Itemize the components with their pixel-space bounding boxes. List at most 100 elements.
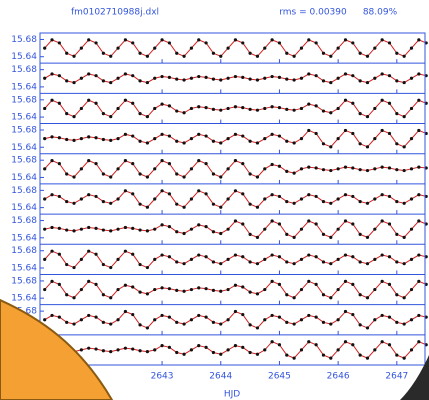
data-point [344, 280, 347, 283]
data-point [278, 134, 281, 137]
data-point [226, 348, 229, 351]
data-point [50, 193, 53, 196]
data-point [43, 228, 46, 231]
data-point [256, 55, 259, 58]
data-point [271, 193, 274, 196]
data-point [80, 258, 83, 261]
data-point [322, 233, 325, 236]
data-point [175, 172, 178, 175]
data-point [234, 253, 237, 256]
data-point [160, 133, 163, 136]
data-point [388, 255, 391, 258]
data-point [403, 236, 406, 239]
data-point [366, 81, 369, 84]
x-tick-label: 2645 [268, 372, 291, 382]
data-point [256, 292, 259, 295]
data-point [263, 107, 266, 110]
data-point [116, 77, 119, 80]
data-point [307, 193, 310, 196]
data-point [80, 197, 83, 200]
data-point [366, 262, 369, 265]
data-point [388, 316, 391, 319]
data-point [182, 232, 185, 235]
data-point [212, 172, 215, 175]
data-point [65, 263, 68, 266]
data-point [410, 288, 413, 291]
data-point [366, 326, 369, 329]
data-point [87, 38, 90, 41]
data-point [80, 107, 83, 110]
data-point [315, 41, 318, 44]
data-point [197, 159, 200, 162]
data-point [359, 168, 362, 171]
data-point [381, 314, 384, 317]
data-point [315, 166, 318, 169]
data-point [182, 322, 185, 325]
data-point [256, 353, 259, 356]
data-point [43, 258, 46, 261]
data-point [322, 200, 325, 203]
data-point [160, 189, 163, 192]
data-point [373, 107, 376, 110]
data-point [329, 81, 332, 84]
data-point [315, 132, 318, 135]
data-point [337, 167, 340, 170]
data-point [65, 52, 68, 55]
data-point [102, 172, 105, 175]
data-point [403, 296, 406, 299]
data-point [278, 76, 281, 79]
data-point [373, 228, 376, 231]
data-point [94, 162, 97, 165]
data-point [241, 313, 244, 316]
data-point [58, 102, 61, 105]
data-point [131, 227, 134, 230]
data-point [300, 288, 303, 291]
y-tick-label: 15.68 [11, 156, 37, 166]
data-point [278, 165, 281, 168]
data-point [160, 223, 163, 226]
data-point [366, 145, 369, 148]
data-point [307, 103, 310, 106]
data-point [395, 112, 398, 115]
data-point [219, 109, 222, 112]
data-point [116, 46, 119, 49]
data-point [87, 226, 90, 229]
data-point [87, 250, 90, 253]
data-point [388, 41, 391, 44]
data-point [109, 55, 112, 58]
data-point [197, 314, 200, 317]
data-point [160, 75, 163, 78]
data-point [72, 115, 75, 118]
data-point [160, 159, 163, 162]
data-point [226, 318, 229, 321]
y-tick-label: 15.68 [11, 35, 37, 45]
data-point [366, 169, 369, 172]
data-point [293, 55, 296, 58]
x-axis-label: HJD [224, 390, 240, 400]
data-point [285, 78, 288, 81]
data-point [249, 140, 252, 143]
data-point [249, 203, 252, 206]
data-point [146, 292, 149, 295]
data-point [249, 323, 252, 326]
y-tick-label: 15.64 [11, 233, 37, 243]
data-point [72, 55, 75, 58]
data-point [285, 260, 288, 263]
data-point [124, 226, 127, 229]
data-point [124, 189, 127, 192]
data-point [263, 137, 266, 140]
data-point [300, 318, 303, 321]
data-point [168, 346, 171, 349]
data-point [395, 79, 398, 82]
data-point [351, 313, 354, 316]
data-point [131, 162, 134, 165]
data-point [351, 74, 354, 77]
data-point [153, 137, 156, 140]
data-point [293, 78, 296, 81]
data-point [337, 137, 340, 140]
data-point [124, 250, 127, 253]
data-point [204, 76, 207, 79]
data-point [359, 79, 362, 82]
data-point [94, 41, 97, 44]
data-point [175, 140, 178, 143]
